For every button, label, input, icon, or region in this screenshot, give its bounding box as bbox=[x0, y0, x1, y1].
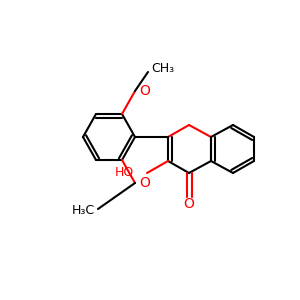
Text: O: O bbox=[184, 197, 194, 211]
Text: O: O bbox=[139, 84, 150, 98]
Text: H₃C: H₃C bbox=[72, 205, 95, 218]
Text: CH₃: CH₃ bbox=[151, 61, 174, 74]
Text: HO: HO bbox=[115, 167, 134, 179]
Text: O: O bbox=[139, 176, 150, 190]
